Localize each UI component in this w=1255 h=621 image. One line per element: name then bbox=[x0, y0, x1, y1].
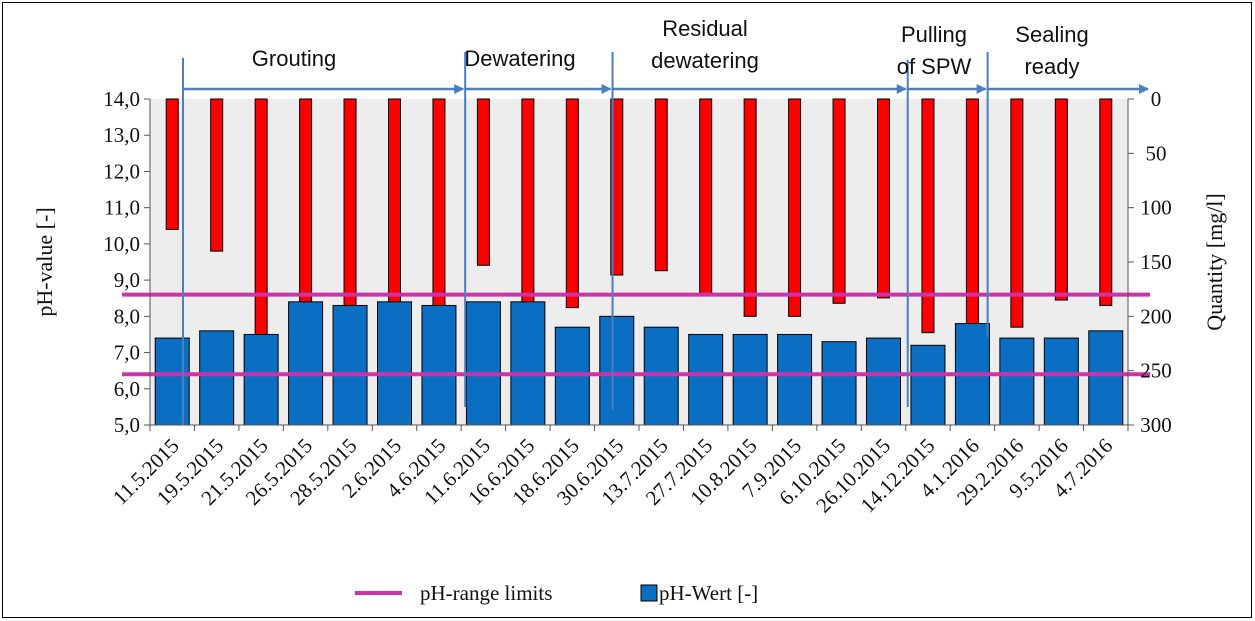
quantity-bar bbox=[832, 98, 846, 304]
phase-label: Pulling bbox=[901, 22, 967, 47]
y-tick-label: 7,0 bbox=[114, 341, 140, 365]
quantity-bar bbox=[1010, 98, 1024, 328]
quantity-bar bbox=[699, 98, 713, 296]
quantity-bar bbox=[521, 98, 535, 306]
y2-tick-label: 150 bbox=[1140, 250, 1172, 274]
y2-tick-label: 300 bbox=[1140, 413, 1172, 437]
ph-bar bbox=[688, 333, 724, 426]
legend-ph-range-label: pH-range limits bbox=[420, 581, 552, 605]
legend-ph-swatch bbox=[640, 584, 658, 602]
ph-bar bbox=[377, 301, 412, 426]
quantity-bar bbox=[654, 98, 668, 272]
ph-bar bbox=[510, 301, 546, 426]
ph-bar bbox=[1088, 330, 1124, 426]
y-tick-label: 13,0 bbox=[103, 123, 140, 147]
y2-tick-label: 50 bbox=[1146, 141, 1167, 165]
y-axis-title: pH-value [-] bbox=[32, 207, 57, 316]
ph-bar bbox=[288, 301, 324, 426]
phase-label: Sealing bbox=[1015, 22, 1088, 47]
phase-label: Grouting bbox=[252, 46, 336, 71]
y2-tick-label: 200 bbox=[1140, 304, 1172, 328]
quantity-bar bbox=[1054, 98, 1068, 301]
phase-label: Residual bbox=[662, 16, 748, 41]
y-tick-label: 8,0 bbox=[114, 304, 140, 328]
quantity-bar bbox=[565, 98, 579, 309]
phase-label: ready bbox=[1024, 54, 1079, 79]
quantity-bar bbox=[254, 98, 268, 339]
y-tick-label: 11,0 bbox=[104, 196, 140, 220]
legend-ph-label: pH-Wert [-] bbox=[659, 581, 758, 605]
ph-bar bbox=[910, 344, 946, 426]
quantity-bar bbox=[788, 98, 802, 317]
y2-axis-title: Quantity [mg/l] bbox=[1202, 193, 1227, 330]
quantity-bar bbox=[743, 98, 757, 317]
ph-bar bbox=[599, 315, 635, 426]
y-tick-label: 12,0 bbox=[103, 159, 140, 183]
ph-bar bbox=[154, 337, 190, 426]
y-tick-label: 10,0 bbox=[103, 232, 140, 256]
y2-tick-label: 100 bbox=[1140, 196, 1172, 220]
quantity-bar bbox=[210, 98, 224, 252]
quantity-bar bbox=[1099, 98, 1113, 306]
ph-bar bbox=[243, 333, 279, 426]
quantity-bar bbox=[921, 98, 935, 334]
ph-bar bbox=[999, 337, 1035, 426]
ph-bar bbox=[1043, 337, 1079, 426]
axes: 5,0 6,0 7,0 8,0 9,0 10,0 11,0 12,0 13,0 14,0 0 50 10… bbox=[103, 87, 1172, 437]
phase-label: of SPW bbox=[897, 54, 972, 79]
y2-tick-label: 250 bbox=[1140, 359, 1172, 383]
y-tick-label: 5,0 bbox=[114, 413, 140, 437]
y-tick-label: 6,0 bbox=[114, 377, 140, 401]
legend: pH-range limits pH-Wert [-] bbox=[355, 581, 758, 605]
y-tick-label: 14,0 bbox=[103, 87, 140, 111]
quantity-bar bbox=[476, 98, 490, 266]
quantity-bar bbox=[165, 98, 179, 230]
ph-bar bbox=[199, 330, 235, 426]
phase-annotations: Grouting Dewatering Residual dewatering Pull… bbox=[182, 16, 1149, 425]
ph-bar bbox=[866, 337, 901, 426]
quantity-bar bbox=[877, 98, 890, 299]
phase-label: Dewatering bbox=[464, 46, 575, 71]
ph-bar bbox=[332, 304, 368, 426]
ph-bar bbox=[821, 341, 857, 426]
y-tick-label: 9,0 bbox=[114, 268, 140, 292]
quantity-bar bbox=[610, 98, 624, 276]
ph-bar bbox=[421, 304, 457, 426]
ph-bars bbox=[154, 301, 1124, 426]
y2-tick-label: 0 bbox=[1151, 87, 1162, 111]
ph-bar bbox=[777, 333, 813, 426]
ph-range-limit-lines bbox=[122, 292, 1150, 377]
phase-label: dewatering bbox=[651, 48, 759, 73]
ph-bar bbox=[732, 333, 768, 426]
ph-bar bbox=[465, 301, 501, 426]
x-tick-labels: 11.5.201519.5.201521.5.201526.5.201528.5… bbox=[108, 434, 1117, 518]
